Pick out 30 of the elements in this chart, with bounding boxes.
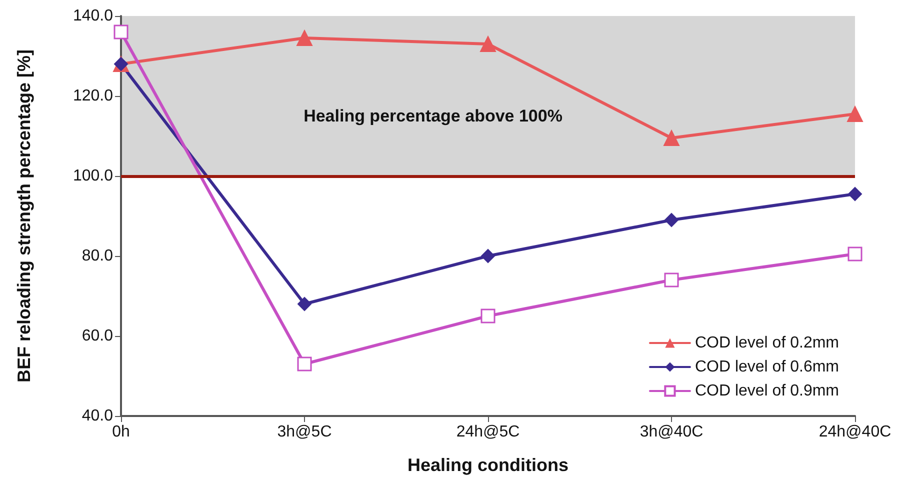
point	[848, 246, 862, 262]
x-tick-label: 24h@40C	[818, 424, 892, 440]
point	[480, 36, 496, 52]
band-label: Healing percentage above 100%	[304, 106, 562, 126]
y-tick-label: 40.0	[82, 408, 114, 424]
point	[847, 106, 863, 122]
y-tick-label: 100.0	[72, 168, 114, 184]
y-axis-title: BEF reloading strength percentage [%]	[14, 49, 34, 383]
point	[114, 24, 128, 40]
point	[664, 272, 679, 288]
point	[296, 30, 312, 46]
point	[480, 308, 496, 324]
point	[298, 297, 312, 311]
point	[664, 213, 678, 227]
point	[481, 249, 495, 263]
x-tick-label: 0h	[112, 424, 130, 440]
point	[848, 187, 862, 201]
legend-label: COD level of 0.6mm	[694, 358, 840, 376]
x-tick-label: 3h@5C	[277, 424, 332, 440]
y-tick-label: 120.0	[72, 88, 114, 104]
y-tick-label: 140.0	[72, 8, 114, 24]
point	[664, 130, 680, 146]
legend-label: COD level of 0.9mm	[694, 382, 840, 400]
x-tick-label: 3h@40C	[640, 424, 704, 440]
legend-label: COD level of 0.2mm	[694, 334, 840, 352]
point	[297, 356, 312, 372]
y-tick-label: 80.0	[82, 248, 114, 264]
x-tick-label: 24h@5C	[456, 424, 520, 440]
y-tick-label: 60.0	[82, 328, 114, 344]
x-axis-title: Healing conditions	[407, 455, 569, 475]
